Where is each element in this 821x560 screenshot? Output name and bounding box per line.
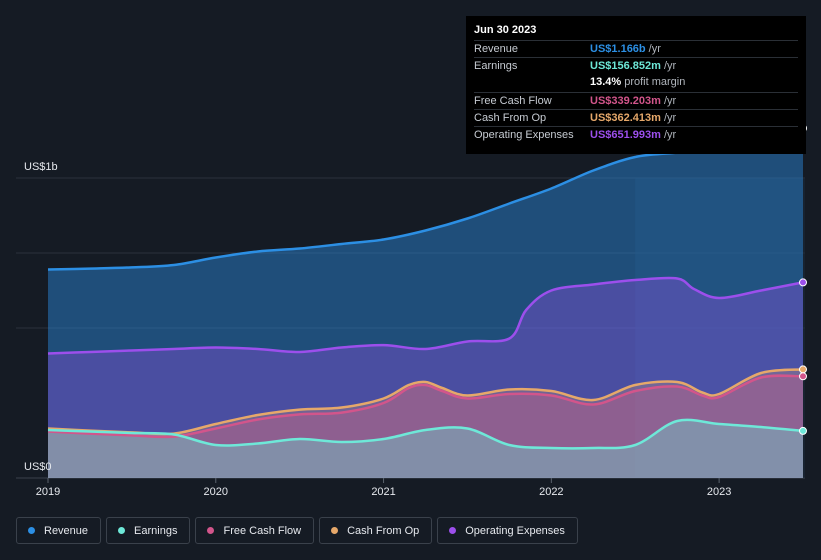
- tooltip-row-free-cash-flow: Free Cash Flow US$339.203m /yr: [474, 91, 798, 109]
- legend-dot-icon: [28, 527, 35, 534]
- y-axis-top-label: US$1b: [24, 161, 58, 173]
- tooltip-row-operating-expenses: Operating Expenses US$651.993m /yr: [474, 125, 798, 143]
- tooltip-value: US$156.852m: [590, 60, 661, 73]
- tooltip-unit: /yr: [663, 128, 677, 141]
- legend-item-earnings[interactable]: Earnings: [106, 517, 191, 544]
- line-cfo: [47, 368, 804, 436]
- x-tick-label: 2020: [204, 486, 228, 498]
- tooltip-label: Earnings: [474, 60, 518, 73]
- y-axis-bottom-label: US$0: [24, 461, 52, 473]
- tooltip-date: Jun 30 2023: [474, 24, 537, 36]
- x-tick-label: 2021: [371, 486, 395, 498]
- x-tick-label: 2022: [539, 486, 563, 498]
- area-cfo: [48, 369, 803, 478]
- tooltip-value: 13.4%: [590, 76, 622, 89]
- tooltip: Jun 30 2023 Revenue US$1.166b /yr Earnin…: [466, 16, 806, 154]
- series-areas: [48, 128, 803, 478]
- legend-label: Free Cash Flow: [223, 524, 302, 537]
- legend-label: Cash From Op: [347, 524, 420, 537]
- tooltip-unit: /yr: [648, 43, 661, 55]
- endpoint-cfo: [799, 365, 807, 374]
- line-fcf: [47, 374, 804, 439]
- legend-dot-icon: [449, 527, 457, 534]
- legend-item-operating-expenses[interactable]: Operating Expenses: [437, 517, 578, 544]
- legend-dot-icon: [118, 527, 126, 534]
- tooltip-value: US$1.166b: [590, 43, 646, 55]
- tooltip-row-cash-from-op: Cash From Op US$362.413m /yr: [474, 108, 798, 126]
- x-tick-label: 2019: [36, 486, 60, 498]
- tooltip-row-margin: 13.4% profit margin: [474, 74, 798, 91]
- tooltip-label: Free Cash Flow: [474, 94, 552, 107]
- line-opex: [47, 276, 804, 355]
- legend-item-revenue[interactable]: Revenue: [16, 517, 102, 544]
- tooltip-unit: /yr: [663, 111, 677, 124]
- legend-dot-icon: [207, 527, 215, 534]
- line-earnings: [47, 418, 804, 450]
- area-fcf: [48, 375, 803, 478]
- endpoint-fcf: [799, 372, 807, 381]
- legend-item-free-cash-flow[interactable]: Free Cash Flow: [195, 517, 315, 544]
- legend-label: Operating Expenses: [465, 524, 565, 537]
- legend-label: Earnings: [134, 524, 178, 537]
- endpoint-earnings: [799, 426, 807, 435]
- tooltip-label: [474, 74, 590, 91]
- tooltip-row-earnings: Earnings US$156.852m /yr: [474, 57, 798, 74]
- x-tick-label: 2023: [707, 486, 731, 498]
- series-lines: [47, 126, 804, 450]
- area-opex: [48, 277, 803, 478]
- tooltip-row-revenue: Revenue US$1.166b /yr: [474, 40, 798, 57]
- area-earnings: [48, 419, 803, 478]
- tooltip-value: US$339.203m: [590, 94, 661, 107]
- tooltip-label: Operating Expenses: [474, 128, 574, 141]
- legend-dot-icon: [331, 527, 339, 534]
- legend: Revenue Earnings Free Cash Flow Cash Fro…: [16, 517, 578, 544]
- tooltip-value: US$362.413m: [590, 111, 661, 124]
- legend-item-cash-from-op[interactable]: Cash From Op: [319, 517, 433, 544]
- endpoint-opex: [799, 278, 807, 287]
- tooltip-value: US$651.993m: [590, 128, 661, 141]
- tooltip-unit: profit margin: [624, 76, 686, 89]
- x-axis-ticks: 2019 2020 2021 2022 2023: [36, 478, 731, 498]
- tooltip-label: Cash From Op: [474, 111, 547, 124]
- tooltip-unit: /yr: [663, 94, 677, 107]
- area-revenue: [48, 128, 803, 478]
- tooltip-label: Revenue: [474, 43, 519, 55]
- series-endpoints: [799, 124, 807, 435]
- tooltip-unit: /yr: [663, 60, 677, 73]
- legend-label: Revenue: [44, 524, 89, 537]
